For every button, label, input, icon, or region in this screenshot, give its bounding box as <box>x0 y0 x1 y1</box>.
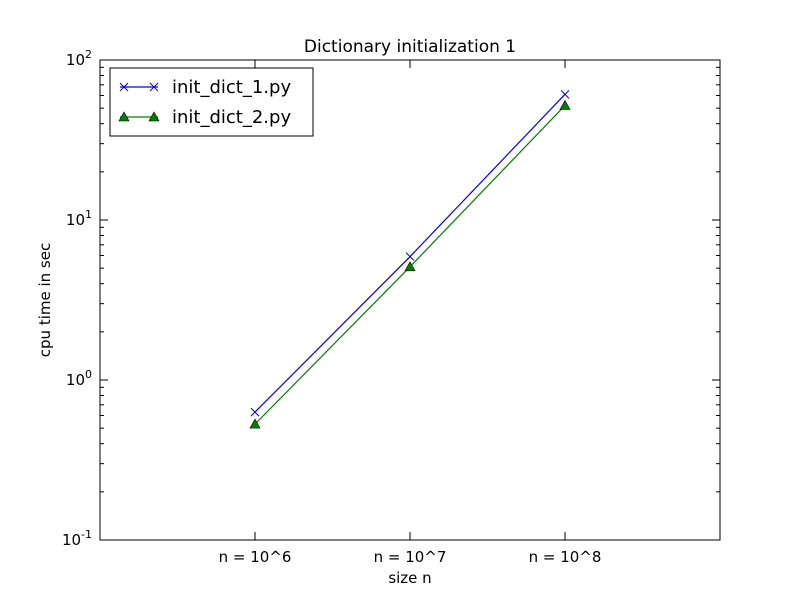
legend-entry: init_dict_2.py <box>118 107 291 128</box>
series-line <box>254 93 566 413</box>
data-point <box>560 89 570 99</box>
data-point <box>404 261 416 272</box>
y-tick-label: 101 <box>66 208 92 229</box>
legend-marker <box>148 111 160 122</box>
legend: init_dict_1.py init_dict_2.py <box>109 67 314 137</box>
chart-title: Dictionary initialization 1 <box>304 37 516 57</box>
y-axis-label: cpu time in sec <box>36 243 54 357</box>
y-axis: 10-1 100 101 102 <box>62 48 720 549</box>
x-tick-label: n = 10^7 <box>374 548 447 566</box>
x-tick-label: n = 10^6 <box>219 548 292 566</box>
x-tick-label: n = 10^8 <box>529 548 602 566</box>
legend-marker <box>118 111 130 122</box>
y-tick-label: 10-1 <box>62 528 92 549</box>
data-point <box>559 99 571 110</box>
y-tick-label: 100 <box>66 368 92 389</box>
legend-label: init_dict_2.py <box>172 107 291 128</box>
series-2 <box>249 99 571 429</box>
x-axis: n = 10^6 n = 10^7 n = 10^8 <box>219 60 602 566</box>
y-tick-label: 102 <box>66 48 92 69</box>
legend-entry: init_dict_1.py <box>119 77 291 98</box>
legend-marker <box>119 82 129 92</box>
data-point <box>249 418 261 429</box>
data-point <box>250 407 260 417</box>
series-layer <box>249 89 571 429</box>
legend-marker <box>149 82 159 92</box>
x-axis-label: size n <box>388 569 431 587</box>
series-1 <box>250 89 570 417</box>
legend-box <box>109 67 314 137</box>
legend-label: init_dict_1.py <box>172 77 291 98</box>
data-point <box>405 252 415 262</box>
